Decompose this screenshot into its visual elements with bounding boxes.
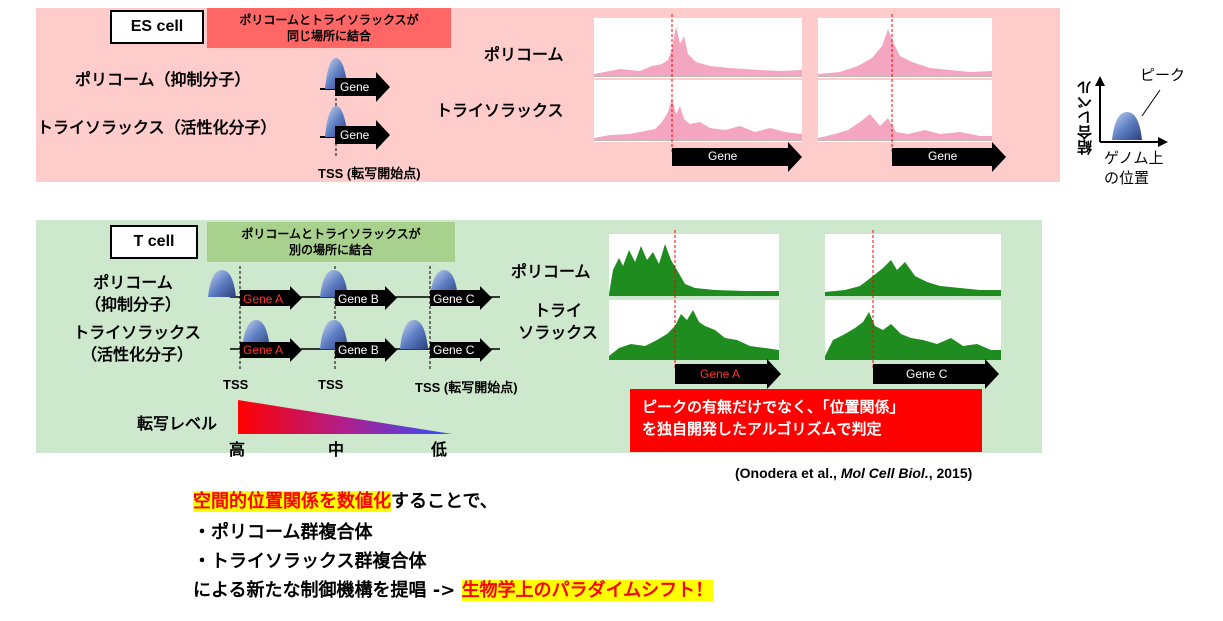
legend-xlabel: ゲノム上 の位置 <box>1104 148 1164 188</box>
t-callout-line1: ピークの有無だけでなく、「位置関係」 <box>642 398 905 416</box>
bottom-line-4: による新たな制御機構を提唱 -> 生物学上のパラダイムシフト！ <box>193 576 714 602</box>
t-track-trithorax-line1: トライ <box>533 301 582 320</box>
es-track-gene1-label: Gene <box>708 149 738 163</box>
legend-peak-label: ピーク <box>1140 66 1186 84</box>
es-track-polycomb-label: ポリコーム <box>484 45 564 64</box>
es-track1-peak <box>594 26 802 76</box>
t-level-mid: 中 <box>328 440 345 459</box>
t-gene-a-label-1: Gene A <box>243 292 284 306</box>
citation-suffix: , 2015) <box>928 465 973 481</box>
t-trithorax-line1: トライソラックス <box>73 323 201 342</box>
bottom-line-1: 空間的位置関係を数値化することで、 <box>193 487 498 513</box>
citation-prefix: (Onodera et al., <box>735 465 841 481</box>
t-track-gene-a-arrow <box>675 359 781 389</box>
es-track3-peak <box>818 29 992 76</box>
es-polycomb-label: ポリコーム（抑制分子） <box>75 70 251 89</box>
es-track2-peak <box>594 98 802 140</box>
t-cell-label: T cell <box>110 225 198 259</box>
t-callout-box: ピークの有無だけでなく、「位置関係」 を独自開発したアルゴリズムで判定 <box>630 389 982 452</box>
es-trithorax-label: トライソラックス（活性化分子） <box>37 118 277 137</box>
t-gene-c-label-1: Gene C <box>433 292 475 306</box>
es-note-line2: 同じ場所に結合 <box>286 29 371 43</box>
t-note-line1: ポリコームとトライソラックスが <box>241 227 421 241</box>
es-tss-label: TSS (転写開始点) <box>318 166 421 181</box>
t-note-box: ポリコームとトライソラックスが 別の場所に結合 <box>207 222 455 262</box>
es-gene-label-2: Gene <box>340 128 370 142</box>
t-track1-peak <box>609 244 779 296</box>
t-polycomb-line1: ポリコーム <box>93 273 173 292</box>
t-gene-b-label-2: Gene B <box>338 343 379 357</box>
t-tss1-label: TSS <box>223 377 249 392</box>
t-gene-b-label-1: Gene B <box>338 292 379 306</box>
es-track-figure <box>594 14 1006 172</box>
es-cell-label: ES cell <box>110 10 204 44</box>
legend-axes <box>1095 76 1168 147</box>
legend-xlabel-line1: ゲノム上 <box>1104 149 1164 167</box>
t-track-trithorax-label: トライ ソラックス <box>508 300 608 344</box>
t-level-high: 高 <box>229 440 246 459</box>
bottom-line-2: ・ポリコーム群複合体 <box>193 522 373 543</box>
t-polycomb-line2: （抑制分子） <box>84 295 181 314</box>
es-track-trithorax-label: トライソラックス <box>436 101 564 120</box>
t-gene-a-label-2: Gene A <box>243 343 284 357</box>
t-track-trithorax-line2: ソラックス <box>518 323 598 342</box>
t-track2-peak <box>609 310 779 360</box>
t-trithorax-label: トライソラックス （活性化分子） <box>62 322 212 366</box>
legend-ylabel: 結合レベル <box>1076 80 1094 155</box>
es-note-box: ポリコームとトライソラックスが 同じ場所に結合 <box>207 8 451 48</box>
t-track4-peak <box>825 312 1001 360</box>
es-schematic <box>320 58 390 156</box>
es-note-line1: ポリコームとトライソラックスが <box>239 13 419 27</box>
t-tss3-label: TSS (転写開始点) <box>415 380 518 395</box>
bottom-line-3: ・トライソラックス群複合体 <box>193 551 427 572</box>
t-callout-line2: を独自開発したアルゴリズムで判定 <box>642 420 882 438</box>
t-gene-c-label-2: Gene C <box>433 343 475 357</box>
t-track-gene-a-label: Gene A <box>700 367 741 381</box>
bottom-line4-text: による新たな制御機構を提唱 -> <box>193 580 462 601</box>
es-track-gene2-arrow <box>892 142 1006 172</box>
citation: (Onodera et al., Mol Cell Biol., 2015) <box>735 465 972 481</box>
t-schematic <box>208 266 500 370</box>
t-trithorax-line2: （活性化分子） <box>80 345 193 364</box>
t-note-line2: 別の場所に結合 <box>288 243 373 257</box>
t-polycomb-label: ポリコーム （抑制分子） <box>78 272 188 316</box>
t-level-label: 転写レベル <box>137 414 218 433</box>
es-track-gene1-arrow <box>672 142 802 172</box>
legend-xlabel-line2: の位置 <box>1104 169 1150 187</box>
es-gene-label-1: Gene <box>340 80 370 94</box>
t-level-low: 低 <box>431 440 448 459</box>
bottom-line1-rest: することで、 <box>391 491 498 512</box>
legend-peak-bump <box>1112 112 1142 140</box>
es-track-gene2-label: Gene <box>928 149 958 163</box>
es-track4-peak <box>818 114 992 140</box>
t-track-gene-c-label: Gene C <box>906 367 948 381</box>
bottom-highlight-2: 生物学上のパラダイムシフト！ <box>461 580 714 601</box>
bottom-highlight-1: 空間的位置関係を数値化 <box>193 491 391 512</box>
t-track-polycomb-label: ポリコーム <box>511 262 591 281</box>
t-track3-peak <box>825 260 1001 296</box>
t-tss2-label: TSS <box>318 377 344 392</box>
t-track-gene-c-arrow <box>873 359 999 389</box>
t-level-gradient <box>238 400 452 434</box>
t-track-figure <box>609 230 1001 389</box>
citation-journal: Mol Cell Biol. <box>840 465 929 481</box>
